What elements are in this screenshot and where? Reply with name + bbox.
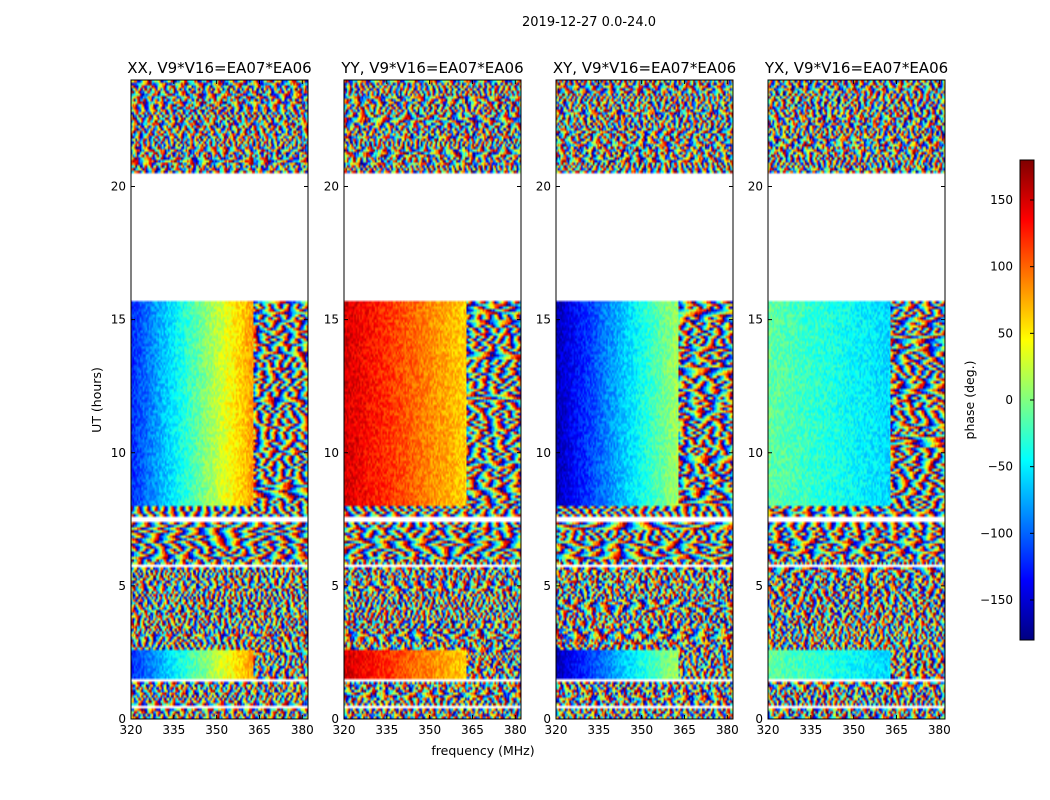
x-tick-label: 350	[630, 723, 653, 737]
x-tick-label: 350	[418, 723, 441, 737]
colorbar-tick-label: 100	[990, 260, 1013, 274]
y-tick-label: 5	[543, 579, 551, 593]
x-tick-label: 335	[162, 723, 185, 737]
y-tick-label: 15	[748, 313, 763, 327]
colorbar-tick-label: 50	[998, 326, 1013, 340]
x-tick-label: 350	[205, 723, 228, 737]
y-axis-label: UT (hours)	[89, 367, 104, 433]
y-tick-label: 20	[748, 180, 763, 194]
panel-1-heatmap	[344, 80, 521, 719]
panel-2-heatmap	[556, 80, 733, 719]
y-tick-label: 0	[543, 712, 551, 726]
y-tick-label: 0	[118, 712, 126, 726]
x-tick-label: 380	[291, 723, 314, 737]
y-tick-label: 5	[118, 579, 126, 593]
panel-3: YX, V9*V16=EA07*EA06 320 335 350 365 380 0 5 10 1…	[748, 59, 951, 737]
y-tick-label: 5	[331, 579, 339, 593]
x-tick-label: 365	[461, 723, 484, 737]
panel-2-frame	[555, 79, 734, 720]
colorbar-tick-label: −50	[988, 460, 1013, 474]
y-tick-label: 0	[755, 712, 763, 726]
colorbar-label: phase (deg.)	[962, 361, 977, 440]
x-tick-label: 335	[799, 723, 822, 737]
x-tick-label: 320	[333, 723, 356, 737]
x-tick-label: 320	[545, 723, 568, 737]
x-tick-label: 380	[928, 723, 951, 737]
x-axis-label: frequency (MHz)	[431, 743, 534, 758]
suptitle: 2019-12-27 0.0-24.0	[522, 15, 656, 30]
panel-0-title: XX, V9*V16=EA07*EA06	[127, 59, 311, 77]
y-tick-label: 20	[111, 180, 126, 194]
panel-1: YY, V9*V16=EA07*EA06 320 335 350 365 380 0 5 10 1…	[324, 59, 527, 737]
x-tick-label: 365	[248, 723, 271, 737]
colorbar-ticks: 150 100 50 0 −50 −100 −150	[980, 193, 1034, 607]
y-tick-label: 10	[324, 446, 339, 460]
y-tick-label: 15	[324, 313, 339, 327]
y-tick-label: 10	[111, 446, 126, 460]
y-tick-label: 10	[536, 446, 551, 460]
panels-group: XX, V9*V16=EA07*EA06 320 335 350 365 380 0 5 10 1…	[111, 59, 951, 737]
panel-2-title: XY, V9*V16=EA07*EA06	[553, 59, 736, 77]
panel-0: XX, V9*V16=EA07*EA06 320 335 350 365 380 0 5 10 1…	[111, 59, 314, 737]
panel-0-heatmap	[131, 80, 308, 719]
x-tick-label: 335	[587, 723, 610, 737]
panel-0-frame	[130, 79, 309, 720]
colorbar-tick-label: −150	[980, 593, 1013, 607]
y-tick-label: 5	[755, 579, 763, 593]
x-tick-label: 320	[120, 723, 143, 737]
colorbar: 150 100 50 0 −50 −100 −150 phase (deg.)	[962, 159, 1035, 641]
panel-3-frame	[767, 79, 946, 720]
x-tick-label: 350	[842, 723, 865, 737]
panel-1-frame	[343, 79, 522, 720]
panel-1-title: YY, V9*V16=EA07*EA06	[340, 59, 523, 77]
y-tick-label: 0	[331, 712, 339, 726]
x-tick-label: 365	[673, 723, 696, 737]
colorbar-tick-label: 0	[1005, 393, 1013, 407]
colorbar-tick-label: 150	[990, 193, 1013, 207]
y-tick-label: 20	[536, 180, 551, 194]
x-tick-label: 380	[504, 723, 527, 737]
x-tick-label: 380	[716, 723, 739, 737]
y-tick-label: 15	[536, 313, 551, 327]
panel-3-title: YX, V9*V16=EA07*EA06	[764, 59, 948, 77]
x-tick-label: 320	[757, 723, 780, 737]
panel-2: XY, V9*V16=EA07*EA06 320 335 350 365 380 0 5 10 1…	[536, 59, 739, 737]
x-tick-label: 335	[375, 723, 398, 737]
colorbar-tick-label: −100	[980, 526, 1013, 540]
panel-3-heatmap	[768, 80, 945, 719]
y-tick-label: 10	[748, 446, 763, 460]
y-tick-label: 15	[111, 313, 126, 327]
x-tick-label: 365	[885, 723, 908, 737]
y-tick-label: 20	[324, 180, 339, 194]
